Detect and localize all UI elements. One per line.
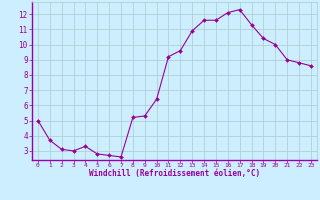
X-axis label: Windchill (Refroidissement éolien,°C): Windchill (Refroidissement éolien,°C) (89, 169, 260, 178)
